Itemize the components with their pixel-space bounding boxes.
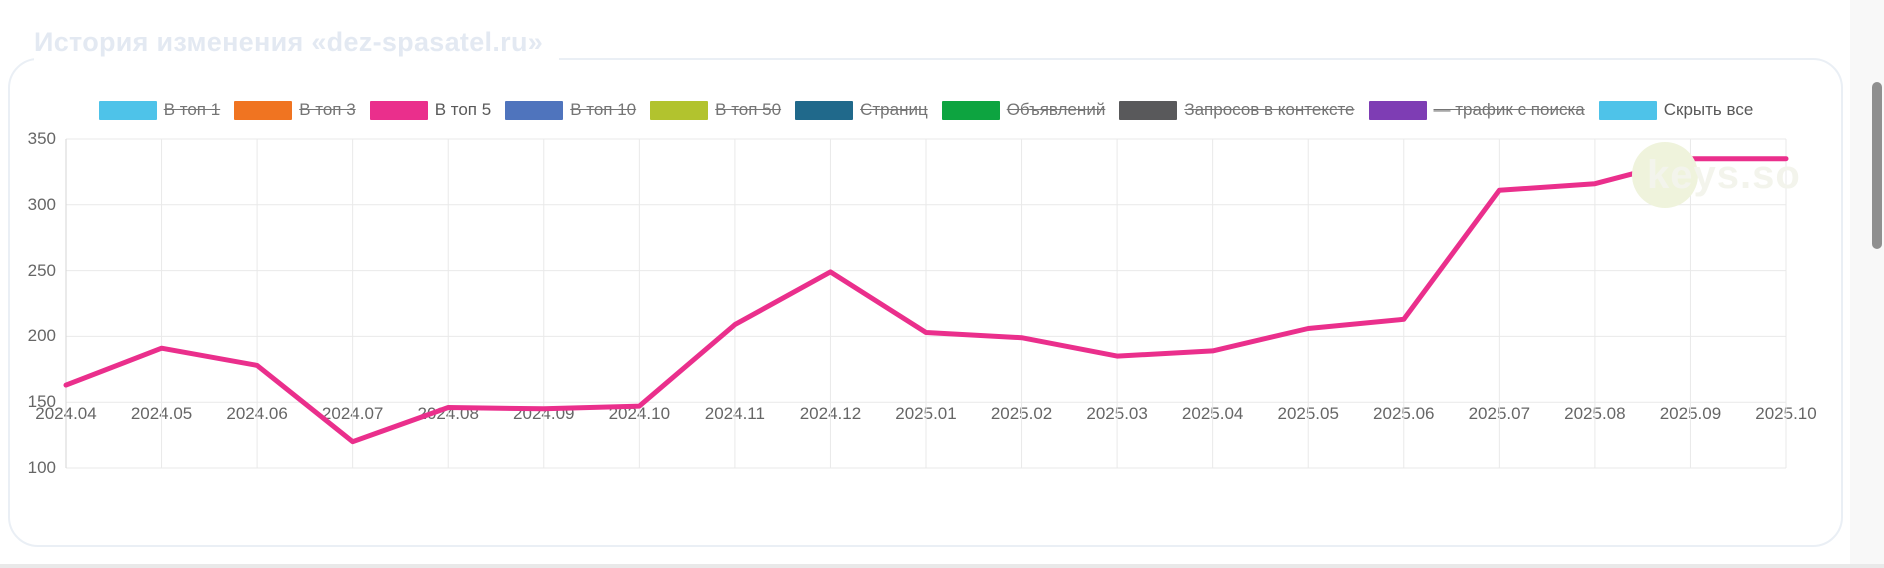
legend-item-5[interactable]: В топ 50 bbox=[650, 100, 781, 120]
legend-color-swatch bbox=[1598, 100, 1657, 120]
legend-color-swatch bbox=[1368, 100, 1427, 120]
legend-item-label: В топ 5 bbox=[434, 100, 492, 119]
legend-item-6[interactable]: Страниц bbox=[795, 100, 928, 120]
bottom-page-edge bbox=[0, 564, 1884, 568]
legend-item-label: — трафик с поиска bbox=[1433, 100, 1585, 119]
y-tick-label: 300 bbox=[27, 194, 56, 214]
y-tick-label: 100 bbox=[27, 458, 56, 477]
keysso-logo-icon bbox=[1632, 142, 1698, 208]
legend-color-swatch bbox=[1119, 100, 1178, 120]
legend-item-label: В топ 3 bbox=[299, 100, 356, 119]
legend-item-9[interactable]: — трафик с поиска bbox=[1368, 100, 1585, 120]
chart-legend: В топ 1 В топ 3 В топ 5 В топ 10 В топ 50 Стр… bbox=[66, 100, 1786, 120]
legend-color-swatch bbox=[234, 100, 293, 120]
keysso-watermark: keys.so bbox=[1632, 142, 1802, 212]
legend-item-2[interactable]: В топ 3 bbox=[234, 100, 356, 120]
legend-item-label: В топ 10 bbox=[570, 100, 637, 119]
legend-color-swatch bbox=[369, 100, 428, 120]
legend-hide-all-button[interactable]: Скрыть все bbox=[1598, 100, 1754, 120]
keysso-watermark-text: keys.so bbox=[1647, 153, 1801, 197]
y-tick-label: 350 bbox=[27, 129, 56, 148]
legend-item-label: Страниц bbox=[860, 100, 928, 119]
page-title: История изменения «dez-spasatel.ru» bbox=[34, 27, 560, 64]
y-tick-label: 150 bbox=[27, 392, 56, 412]
legend-item-label: В топ 1 bbox=[163, 100, 221, 119]
legend-color-swatch bbox=[98, 100, 157, 120]
legend-color-swatch bbox=[795, 100, 854, 120]
legend-color-swatch bbox=[505, 100, 564, 120]
scrollbar-thumb[interactable] bbox=[1872, 82, 1882, 249]
legend-color-swatch bbox=[650, 100, 709, 120]
legend-item-8[interactable]: Запросов в контексте bbox=[1119, 100, 1355, 120]
legend-item-label: Запросов в контексте bbox=[1184, 100, 1355, 119]
series-line[interactable] bbox=[63, 156, 1789, 445]
legend-item-4[interactable]: В топ 10 bbox=[505, 100, 636, 120]
legend-item-label: Скрыть все bbox=[1663, 100, 1754, 119]
legend-item-7[interactable]: Объявлений bbox=[941, 100, 1106, 120]
legend-item-label: Объявлений bbox=[1006, 100, 1106, 119]
y-tick-label: 250 bbox=[27, 260, 56, 280]
legend-item-1[interactable]: В топ 1 bbox=[98, 100, 221, 120]
legend-item-3[interactable]: В топ 5 bbox=[369, 100, 492, 120]
legend-color-swatch bbox=[941, 100, 1000, 120]
y-tick-label: 200 bbox=[27, 326, 56, 346]
legend-item-label: В топ 50 bbox=[715, 100, 782, 119]
